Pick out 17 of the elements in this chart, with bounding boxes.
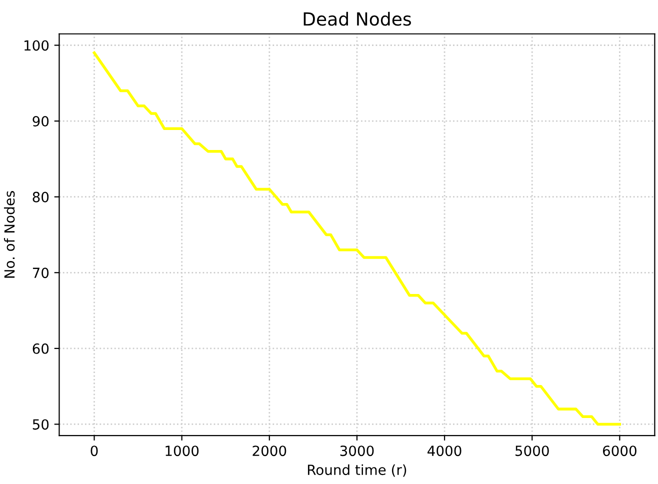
x-tick-label: 6000	[602, 446, 636, 456]
x-tick-label: 3000	[340, 446, 374, 456]
y-axis-title: No. of Nodes	[4, 191, 15, 278]
x-tick-label: 0	[90, 446, 98, 456]
x-tick-label: 1000	[166, 446, 199, 456]
line-series	[92, 51, 622, 426]
x-tick-label: 4000	[428, 446, 462, 456]
x-tick-label: 2000	[252, 446, 286, 456]
y-tick-label: 80	[32, 192, 49, 202]
y-tick-label: 90	[32, 116, 49, 127]
x-tick-label: 5000	[516, 446, 549, 456]
chart-title: Dead Nodes	[304, 12, 411, 26]
y-tick-label: 60	[32, 343, 49, 354]
y-tick-label: 100	[24, 40, 49, 51]
y-tick-label: 50	[32, 419, 49, 430]
x-axis-title: Round time (r)	[308, 464, 406, 477]
y-tick-label: 70	[32, 268, 49, 278]
